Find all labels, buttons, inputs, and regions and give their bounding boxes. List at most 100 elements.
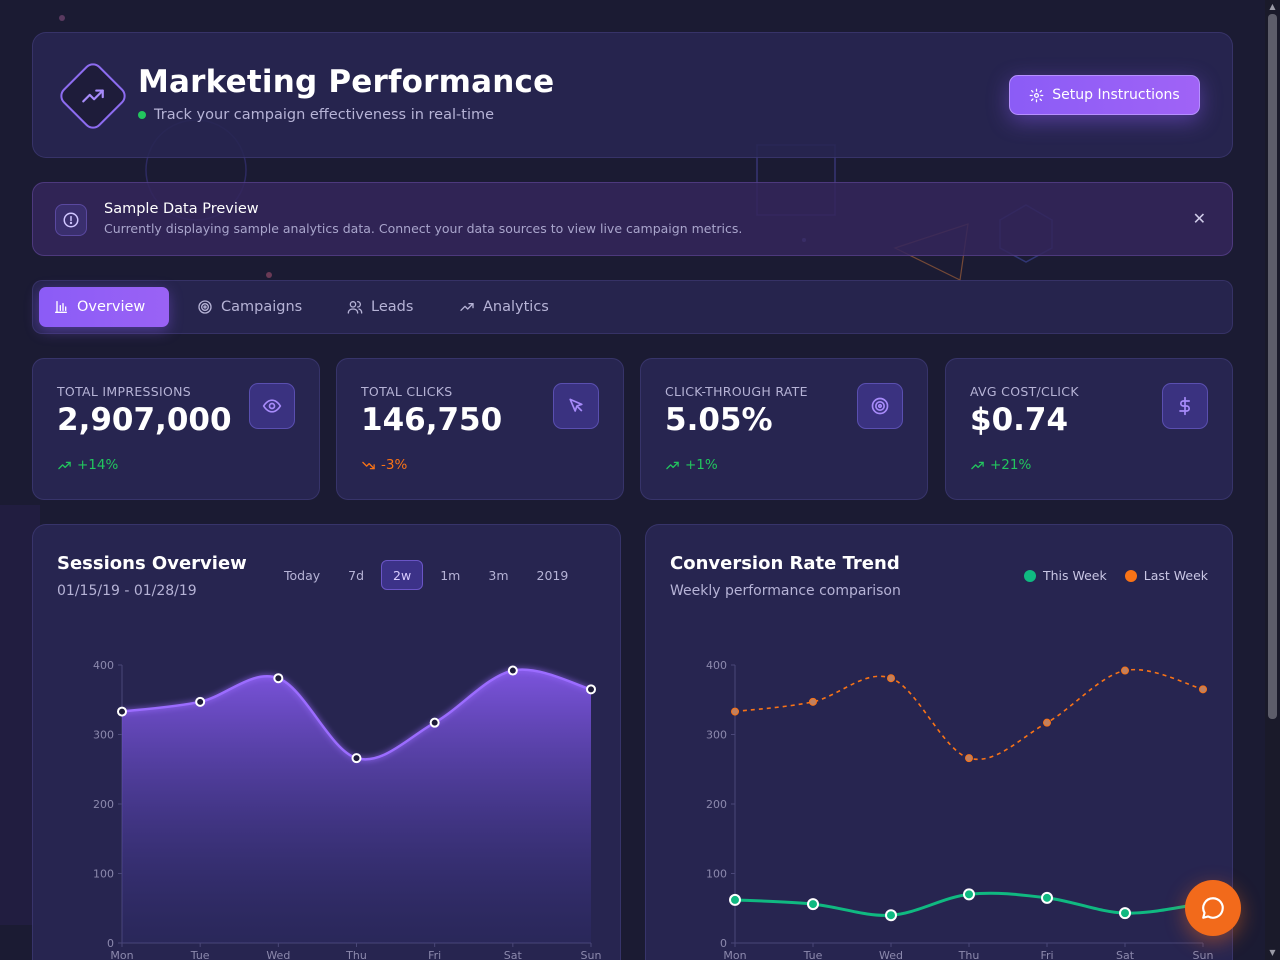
- stat-value: $0.74: [970, 402, 1069, 438]
- tab-overview[interactable]: Overview: [39, 287, 169, 327]
- trending-up-icon: [82, 89, 104, 103]
- stat-change: +14%: [57, 457, 118, 473]
- sessions-data-point[interactable]: [429, 717, 440, 728]
- subtitle-text: Track your campaign effectiveness in rea…: [154, 107, 495, 123]
- stat-change: -3%: [361, 457, 407, 473]
- stat-change-value: -3%: [381, 457, 408, 473]
- x-tick-label: Sat: [504, 949, 523, 960]
- tab-analytics[interactable]: Analytics: [445, 287, 563, 327]
- gear-icon: [1029, 88, 1044, 102]
- y-tick-label: 200: [706, 798, 727, 811]
- legend-dot: [1124, 569, 1137, 582]
- sessions-overview-card: Sessions Overview 01/15/19 - 01/28/19 To…: [32, 524, 621, 960]
- stat-card-clicks: TOTAL CLICKS 146,750 -3%: [336, 358, 624, 500]
- x-tick-label: Wed: [266, 949, 290, 960]
- legend-label: This Week: [1042, 568, 1107, 583]
- chat-button[interactable]: [1185, 880, 1241, 936]
- tab-analytics-label: Analytics: [483, 299, 549, 315]
- chat-icon: [1202, 897, 1224, 919]
- setup-instructions-label: Setup Instructions: [1052, 87, 1180, 103]
- scroll-down-arrow-icon[interactable]: ▼: [1269, 948, 1276, 957]
- chart-legend: This Week Last Week: [1023, 568, 1208, 583]
- banner-description: Currently displaying sample analytics da…: [104, 221, 743, 236]
- this-week-data-point[interactable]: [1119, 907, 1131, 920]
- y-tick-label: 400: [706, 659, 727, 672]
- last-week-data-point[interactable]: [809, 697, 817, 706]
- range-selector: Today 7d 2w 1m 3m 2019: [273, 560, 585, 590]
- x-tick-label: Fri: [1040, 949, 1053, 960]
- tab-campaigns-label: Campaigns: [221, 299, 303, 315]
- y-tick-label: 300: [706, 729, 727, 742]
- logo: [56, 59, 130, 133]
- stat-change-value: +1%: [685, 457, 718, 473]
- this-week-data-point[interactable]: [807, 898, 819, 911]
- sessions-data-point[interactable]: [117, 706, 127, 717]
- stat-value: 2,907,000: [57, 402, 232, 438]
- sessions-data-point[interactable]: [586, 684, 596, 695]
- stat-value: 5.05%: [665, 402, 773, 438]
- page-subtitle: Track your campaign effectiveness in rea…: [138, 107, 494, 123]
- tab-campaigns[interactable]: Campaigns: [183, 287, 316, 327]
- range-2w[interactable]: 2w: [381, 560, 424, 590]
- conversion-subtitle: Weekly performance comparison: [670, 583, 901, 599]
- conversion-trend-card: Conversion Rate Trend Weekly performance…: [645, 524, 1233, 960]
- this-week-data-point[interactable]: [729, 893, 741, 906]
- close-icon[interactable]: ✕: [1192, 209, 1206, 228]
- target-icon: [857, 383, 903, 429]
- trending-up-icon: [666, 461, 679, 469]
- stat-label: TOTAL CLICKS: [361, 384, 453, 399]
- trending-down-icon: [362, 461, 375, 469]
- trending-up-icon: [58, 461, 71, 469]
- last-week-data-point[interactable]: [1043, 718, 1051, 727]
- range-today[interactable]: Today: [284, 567, 321, 583]
- x-tick-label: Fri: [428, 949, 441, 960]
- stat-change: +1%: [665, 457, 718, 473]
- sample-data-banner: Sample Data Preview Currently displaying…: [32, 182, 1233, 256]
- scroll-up-arrow-icon[interactable]: ▲: [1269, 2, 1276, 11]
- stat-change: +21%: [970, 457, 1031, 473]
- y-tick-label: 200: [93, 798, 114, 811]
- range-3m[interactable]: 3m: [488, 567, 509, 583]
- this-week-data-point[interactable]: [885, 909, 897, 922]
- last-week-data-point[interactable]: [1199, 685, 1207, 694]
- last-week-data-point[interactable]: [1121, 666, 1129, 675]
- last-week-data-point[interactable]: [731, 707, 739, 716]
- sessions-area-fill: [122, 669, 591, 943]
- page-title: Marketing Performance: [138, 64, 555, 100]
- sessions-date-range: 01/15/19 - 01/28/19: [57, 583, 197, 599]
- stat-change-value: +21%: [990, 457, 1032, 473]
- x-tick-label: Sun: [581, 949, 602, 960]
- last-week-line: [734, 668, 1204, 761]
- this-week-data-point[interactable]: [963, 888, 975, 901]
- cursor-icon: [553, 383, 599, 429]
- legend-last-week: Last Week: [1124, 568, 1208, 583]
- last-week-data-point[interactable]: [965, 754, 973, 763]
- last-week-data-point[interactable]: [887, 674, 895, 683]
- stat-card-impressions: TOTAL IMPRESSIONS 2,907,000 +14%: [32, 358, 320, 500]
- range-1m[interactable]: 1m: [440, 567, 461, 583]
- x-tick-label: Sun: [1193, 949, 1214, 960]
- range-2019[interactable]: 2019: [536, 567, 569, 583]
- stat-value: 146,750: [361, 402, 503, 438]
- conversion-title: Conversion Rate Trend: [670, 553, 900, 574]
- tab-leads[interactable]: Leads: [333, 287, 427, 327]
- tab-leads-label: Leads: [371, 299, 414, 315]
- page-header: Marketing Performance Track your campaig…: [32, 32, 1233, 158]
- trending-up-icon: [971, 461, 984, 469]
- sessions-data-point[interactable]: [507, 665, 518, 676]
- x-tick-label: Wed: [879, 949, 903, 960]
- sessions-data-point[interactable]: [351, 753, 362, 764]
- sessions-data-point[interactable]: [273, 673, 284, 684]
- users-icon: [347, 301, 363, 314]
- page-scrollbar[interactable]: ▲ ▼: [1265, 0, 1280, 960]
- target-icon: [198, 300, 212, 314]
- range-7d[interactable]: 7d: [348, 567, 365, 583]
- sessions-data-point[interactable]: [195, 696, 206, 707]
- setup-instructions-button[interactable]: Setup Instructions: [1009, 75, 1200, 115]
- legend-this-week: This Week: [1023, 568, 1107, 583]
- live-status-dot: [138, 111, 146, 119]
- this-week-data-point[interactable]: [1041, 891, 1053, 904]
- scroll-thumb[interactable]: [1268, 14, 1277, 719]
- eye-icon: [249, 383, 295, 429]
- stat-label: AVG COST/CLICK: [970, 384, 1079, 399]
